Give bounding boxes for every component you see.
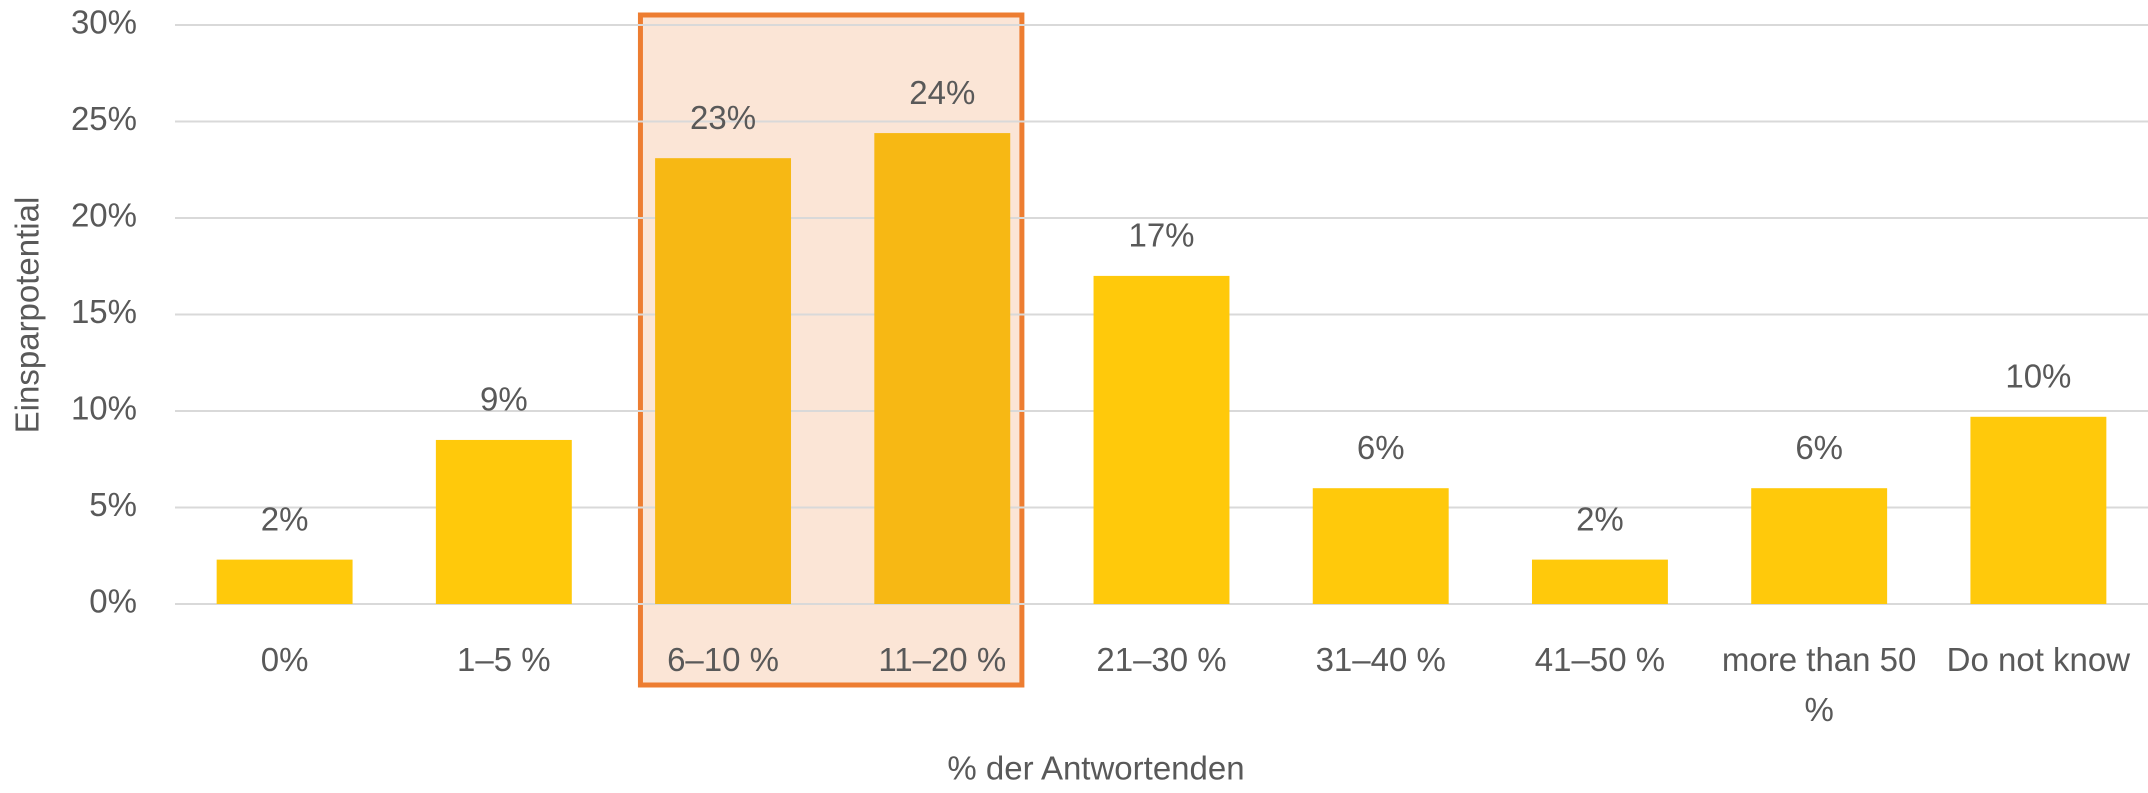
chart-container: % der Antwortenden Einsparpotential 0% 5%… — [0, 0, 2148, 793]
x-tick-label: 21–30 % — [1062, 635, 1262, 685]
x-tick-label: 31–40 % — [1281, 635, 1481, 685]
y-tick-label: 5% — [89, 486, 137, 523]
y-tick-label: 20% — [71, 197, 137, 234]
value-label: 6% — [1795, 429, 1843, 466]
y-tick-label: 0% — [89, 583, 137, 620]
x-axis-title: % der Antwortenden — [947, 750, 1244, 787]
x-tick-label: more than 50 % — [1719, 635, 1919, 735]
bar — [874, 133, 1010, 604]
value-label: 6% — [1357, 429, 1405, 466]
bar — [1313, 488, 1449, 604]
value-label: 23% — [690, 99, 756, 136]
bar — [1751, 488, 1887, 604]
x-tick-label: 6–10 % — [623, 635, 823, 685]
x-tick-label: 1–5 % — [404, 635, 604, 685]
y-tick-label: 15% — [71, 293, 137, 330]
y-tick-label: 10% — [71, 390, 137, 427]
value-label: 2% — [261, 500, 309, 537]
y-tick-label: 30% — [71, 4, 137, 41]
y-tick-label: 25% — [71, 100, 137, 137]
value-label: 24% — [909, 74, 975, 111]
bar — [1094, 276, 1230, 604]
value-label: 17% — [1128, 217, 1194, 254]
y-axis-title: Einsparpotential — [9, 197, 46, 434]
x-tick-label: 41–50 % — [1500, 635, 1700, 685]
x-tick-label: 0% — [185, 635, 385, 685]
bar — [655, 158, 791, 604]
bar — [1532, 560, 1668, 604]
value-label: 9% — [480, 381, 528, 418]
x-tick-label: 11–20 % — [842, 635, 1042, 685]
bar — [217, 560, 353, 604]
bar — [1970, 417, 2106, 604]
value-label: 10% — [2005, 358, 2071, 395]
value-label: 2% — [1576, 500, 1624, 537]
x-tick-label: Do not know — [1938, 635, 2138, 685]
bar — [436, 440, 572, 604]
